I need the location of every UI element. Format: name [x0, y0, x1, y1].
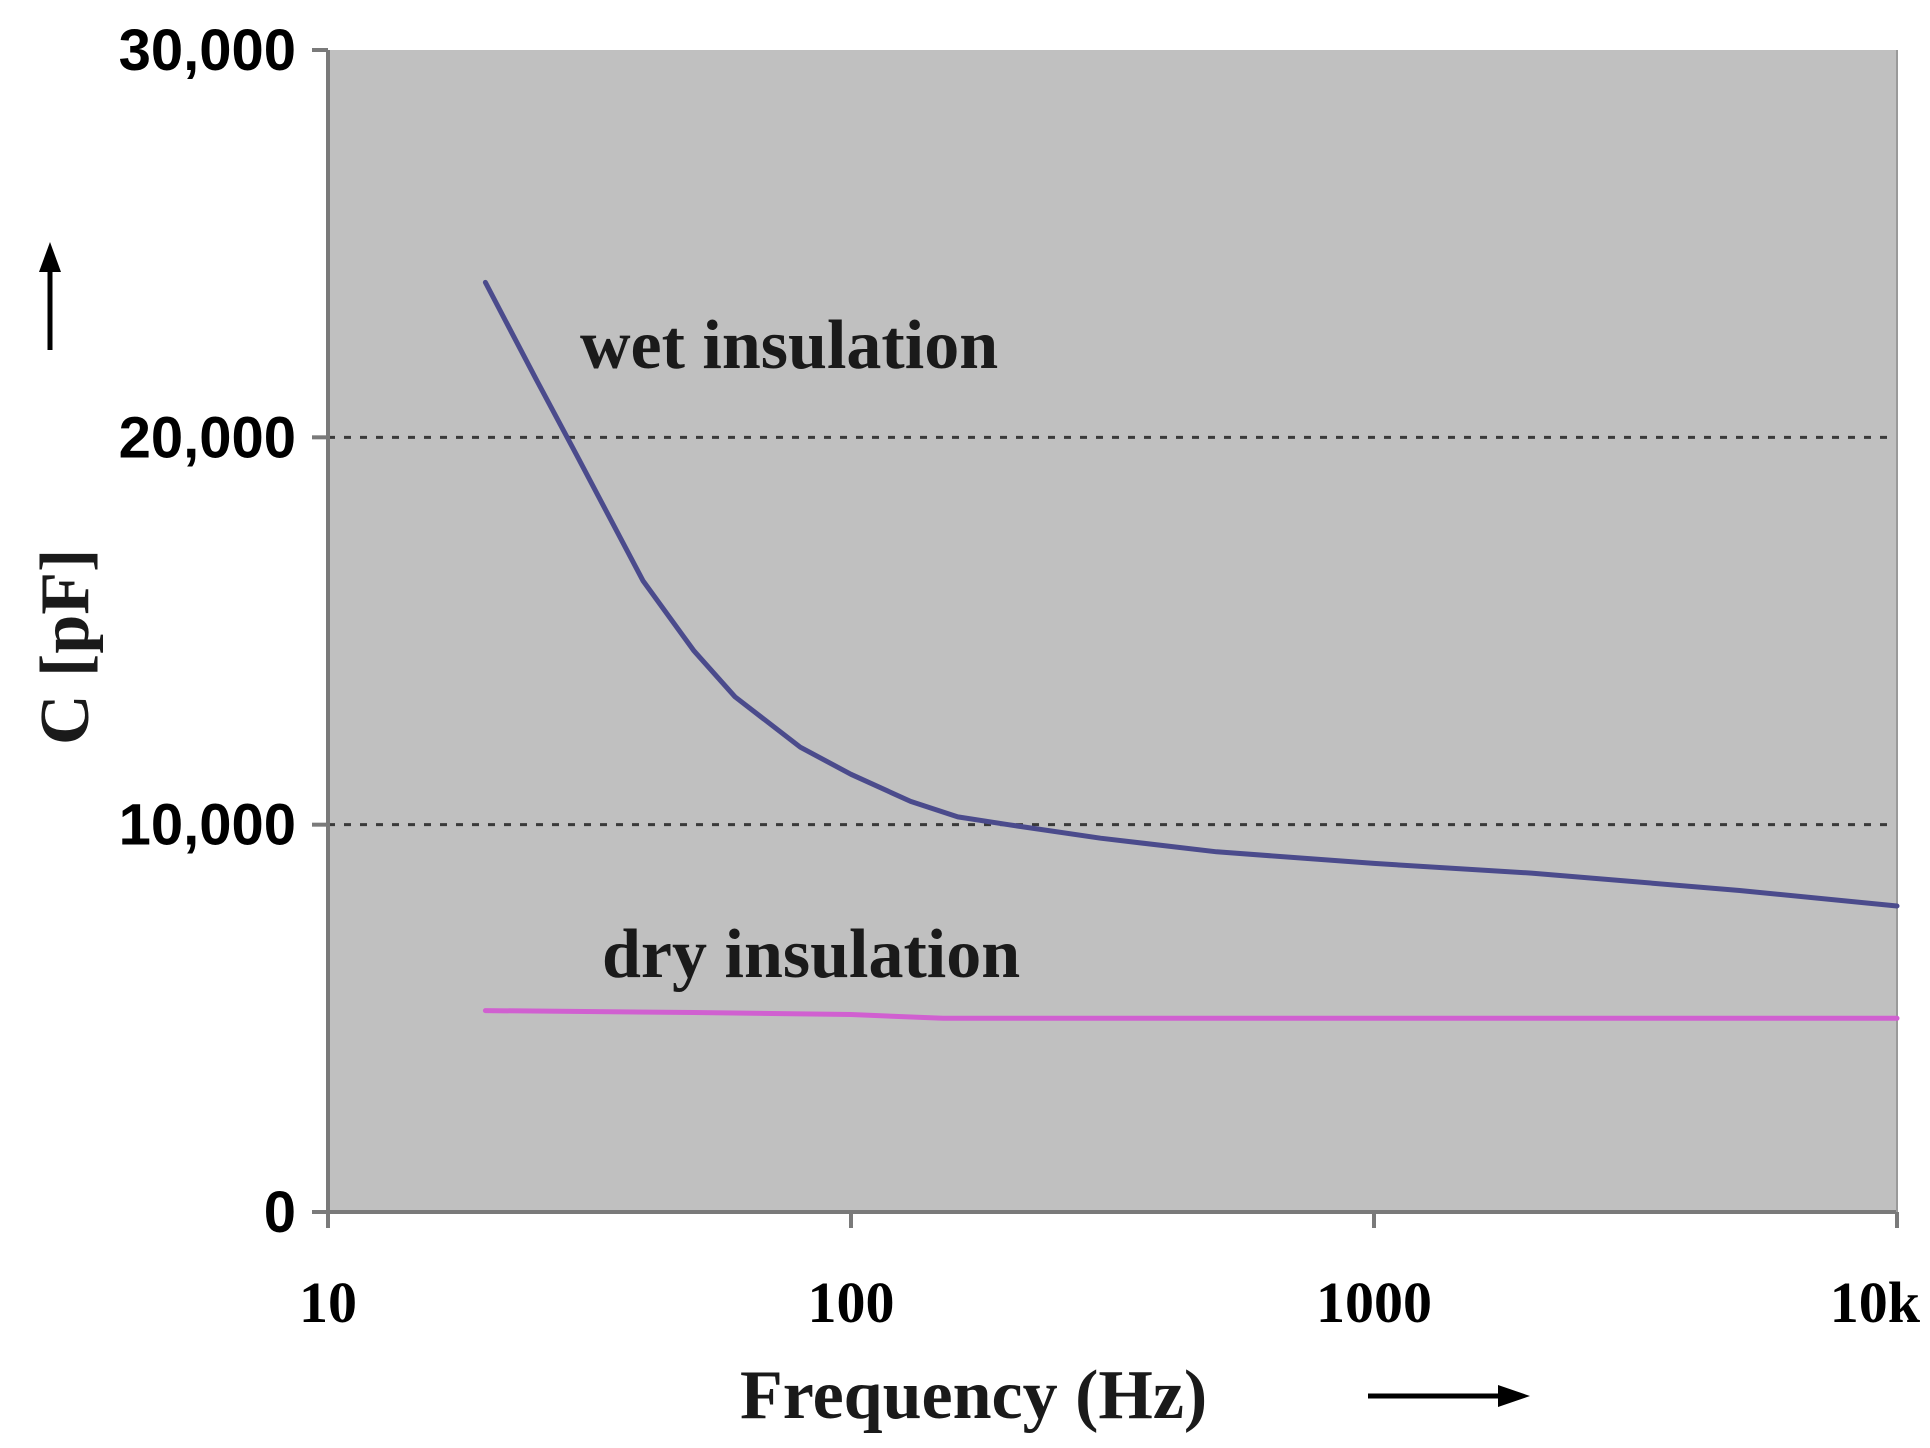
- x-tick-label-10: 10: [299, 1270, 357, 1335]
- x-tick-label-100: 100: [808, 1270, 895, 1335]
- y-tick-label-20000: 20,000: [119, 405, 296, 470]
- x-axis-title: Frequency (Hz): [740, 1357, 1207, 1434]
- y-axis-arrow-icon: [39, 242, 61, 350]
- plot-area: [328, 50, 1898, 1210]
- x-axis-arrow-icon: [1368, 1385, 1530, 1407]
- x-tick-label-1000: 1000: [1316, 1270, 1432, 1335]
- wet-insulation-label: wet insulation: [580, 307, 998, 384]
- y-tick-label-0: 0: [264, 1180, 296, 1245]
- series-line-dry-insulation: [482, 1008, 1900, 1021]
- series-line-wet-insulation: [482, 279, 1900, 909]
- y-tick-label-30000: 30,000: [119, 18, 296, 83]
- dry-insulation-label: dry insulation: [602, 916, 1020, 993]
- y-tick-label-10000: 10,000: [119, 793, 296, 858]
- x-tick-label-10k: 10k: [1830, 1270, 1921, 1335]
- y-axis-title: C [pF]: [27, 549, 104, 745]
